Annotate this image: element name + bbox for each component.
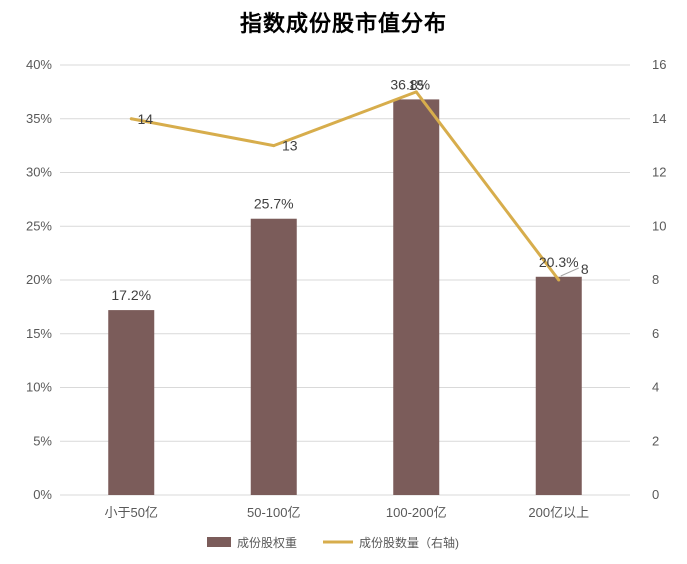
- bar-data-label: 36.8%: [390, 76, 430, 92]
- line-point: [272, 144, 276, 148]
- line-data-label: 8: [581, 261, 589, 277]
- y-left-tick-label: 40%: [26, 57, 52, 72]
- bar-data-label: 17.2%: [111, 287, 151, 303]
- y-right-tick-label: 12: [652, 165, 666, 180]
- bar-data-label: 20.3%: [539, 254, 579, 270]
- line-data-label: 15: [408, 77, 424, 93]
- y-left-tick-label: 15%: [26, 326, 52, 341]
- y-left-tick-label: 30%: [26, 165, 52, 180]
- y-left-tick-label: 20%: [26, 272, 52, 287]
- line-data-label: 14: [137, 111, 153, 127]
- line-point: [414, 90, 418, 94]
- label-leader-line: [560, 267, 579, 277]
- x-tick-label: 100-200亿: [386, 505, 447, 520]
- y-left-tick-label: 0%: [33, 487, 52, 502]
- bar: [535, 276, 582, 495]
- legend-swatch-bar: [207, 537, 231, 547]
- y-right-tick-label: 14: [652, 111, 666, 126]
- y-right-tick-label: 8: [652, 272, 659, 287]
- y-right-tick-label: 16: [652, 57, 666, 72]
- y-left-tick-label: 5%: [33, 433, 52, 448]
- line-point: [557, 278, 561, 282]
- y-left-tick-label: 10%: [26, 380, 52, 395]
- y-right-tick-label: 10: [652, 218, 666, 233]
- bar: [108, 310, 155, 495]
- x-tick-label: 200亿以上: [528, 505, 589, 520]
- chart-title: 指数成份股市值分布: [239, 12, 447, 37]
- legend-label-bar: 成份股权重: [237, 536, 297, 550]
- line-point: [129, 117, 133, 121]
- x-tick-label: 50-100亿: [247, 505, 300, 520]
- bar: [250, 218, 297, 495]
- y-right-tick-label: 4: [652, 380, 659, 395]
- line-data-label: 13: [282, 138, 298, 154]
- y-left-tick-label: 35%: [26, 111, 52, 126]
- line-series: [130, 90, 560, 281]
- bar: [393, 99, 440, 496]
- y-right-tick-label: 6: [652, 326, 659, 341]
- legend-label-line: 成份股数量（右轴): [359, 535, 459, 550]
- y-right-tick-label: 2: [652, 433, 659, 448]
- x-tick-label: 小于50亿: [105, 505, 158, 520]
- y-right-tick-label: 0: [652, 487, 659, 502]
- bar-data-label: 25.7%: [254, 196, 294, 212]
- y-left-tick-label: 25%: [26, 218, 52, 233]
